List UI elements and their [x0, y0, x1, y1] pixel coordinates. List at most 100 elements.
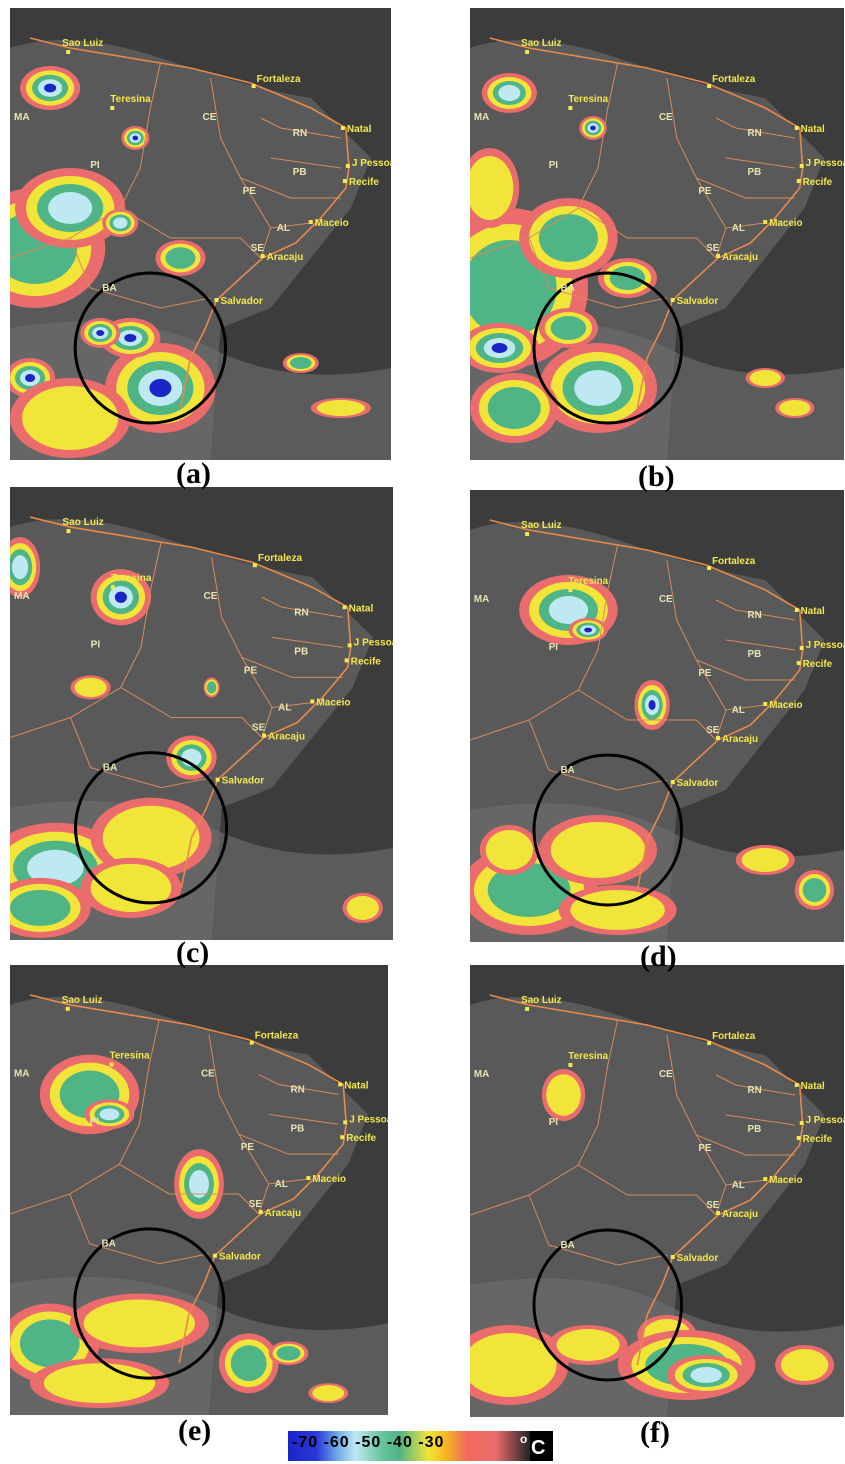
cloud-blob-8-level-1: [312, 1385, 345, 1402]
state-label-pi: PI: [90, 160, 100, 171]
study-area-circle: [532, 753, 684, 907]
cloud-blob-8-level-2: [550, 316, 587, 340]
cloud-blob-1-level-4: [590, 125, 596, 131]
city-marker-maceio: [763, 220, 768, 224]
cloud-blob-5-level-4: [96, 330, 105, 336]
city-label-fortaleza: Fortaleza: [255, 1031, 299, 1042]
state-border-2: [715, 1074, 795, 1096]
cloud-blob-7-level-4: [132, 135, 139, 141]
coastline: [489, 994, 804, 1366]
state-label-rn: RN: [293, 128, 307, 139]
city-marker-recife: [344, 658, 349, 663]
city-label-teresina: Teresina: [568, 94, 608, 105]
state-border-7: [70, 717, 212, 789]
cloud-blob-7-level-1: [74, 677, 107, 698]
city-marker-fortaleza: [251, 84, 256, 88]
cloud-blob-2-level-3: [27, 849, 84, 886]
state-label-ba: BA: [561, 1240, 575, 1251]
state-label-rn: RN: [748, 610, 762, 621]
city-marker-fortaleza: [707, 566, 712, 570]
cloud-blob-5-level-1: [556, 1329, 620, 1361]
state-border-3: [725, 639, 795, 651]
city-label-recife: Recife: [351, 656, 382, 667]
coastline: [489, 519, 804, 891]
city-label-salvador: Salvador: [219, 1252, 261, 1263]
city-marker-teresina: [568, 1063, 573, 1067]
panel-caption-c: (c): [176, 936, 210, 969]
study-area-circle: [532, 1228, 684, 1382]
state-label-pe: PE: [698, 1143, 711, 1154]
cloud-blob-9-level-2: [289, 357, 312, 369]
state-label-pb: PB: [748, 1124, 762, 1135]
state-label-al: AL: [278, 703, 291, 714]
city-label-recife: Recife: [803, 177, 833, 188]
state-label-ba: BA: [561, 283, 575, 294]
city-label-natal: Natal: [344, 1080, 369, 1091]
city-marker-salvador: [214, 298, 219, 302]
cloud-blob-11-level-1: [22, 386, 119, 450]
city-label-natal: Natal: [801, 124, 825, 135]
state-label-ba: BA: [561, 765, 575, 776]
state-border-5: [715, 1184, 727, 1216]
satellite-panel-e: Sao Luiz Fortaleza Teresina Natal J Pessoa Re…: [10, 965, 388, 1415]
state-label-ma: MA: [474, 112, 489, 123]
city-marker-j_pessoa: [799, 164, 804, 168]
cloud-blob-1-level-4: [584, 627, 593, 633]
city-marker-teresina: [110, 106, 115, 110]
city-marker-salvador: [212, 1253, 217, 1258]
coastline: [29, 37, 350, 409]
study-area-circle: [73, 271, 228, 425]
cloud-blob-4-level-4: [124, 334, 137, 342]
state-border-1: [666, 1034, 795, 1156]
state-border-3: [725, 1114, 795, 1126]
city-label-aracaju: Aracaju: [722, 734, 758, 745]
state-label-se: SE: [249, 1199, 263, 1210]
study-area-circle: [74, 751, 229, 905]
city-marker-teresina: [568, 588, 573, 592]
city-label-fortaleza: Fortaleza: [712, 74, 756, 85]
cloud-blob-6-level-2: [206, 681, 217, 694]
city-label-sao_luiz: Sao Luiz: [521, 995, 561, 1006]
cloud-blob-0-level-1: [546, 1074, 581, 1116]
city-marker-sao_luiz: [66, 529, 71, 534]
panel-caption-f: (f): [640, 1416, 670, 1449]
state-label-pb: PB: [748, 649, 762, 660]
city-label-teresina: Teresina: [111, 573, 152, 584]
state-border-5: [715, 709, 727, 741]
city-label-sao_luiz: Sao Luiz: [521, 38, 561, 49]
city-marker-j_pessoa: [345, 164, 350, 168]
city-label-natal: Natal: [801, 1081, 825, 1092]
state-label-al: AL: [732, 223, 745, 234]
cloud-blob-1-level-3: [12, 555, 29, 580]
cloud-blob-8-level-3: [113, 217, 128, 229]
city-label-maceio: Maceio: [315, 218, 349, 229]
state-border-2: [261, 596, 343, 618]
state-label-rn: RN: [748, 1085, 762, 1096]
city-label-recife: Recife: [803, 659, 833, 670]
cloud-blob-3-level-2: [538, 214, 598, 262]
city-label-maceio: Maceio: [769, 218, 802, 229]
cloud-blob-10-level-2: [165, 247, 196, 269]
city-label-natal: Natal: [349, 603, 374, 614]
cloud-blob-5-level-1: [485, 830, 533, 870]
city-label-salvador: Salvador: [677, 296, 719, 307]
cloud-blob-9-level-1: [346, 895, 379, 920]
cloud-blob-4-level-1: [470, 1333, 557, 1397]
city-label-recife: Recife: [349, 177, 379, 188]
state-border-6: [578, 689, 717, 741]
city-marker-fortaleza: [249, 1040, 254, 1045]
cloud-blob-8-level-1: [570, 890, 665, 930]
city-label-fortaleza: Fortaleza: [258, 553, 303, 564]
city-label-aracaju: Aracaju: [722, 252, 758, 263]
cloud-blob-5-level-2: [230, 1345, 267, 1382]
state-label-ce: CE: [203, 112, 217, 123]
city-label-aracaju: Aracaju: [268, 732, 305, 743]
state-border-0: [470, 544, 619, 741]
satellite-panel-b: Sao Luiz Fortaleza Teresina Natal J Pessoa Re…: [470, 8, 844, 460]
cloud-blob-3-level-2: [19, 1319, 80, 1368]
coastline: [29, 994, 348, 1364]
city-marker-natal: [340, 126, 345, 130]
city-label-natal: Natal: [347, 124, 372, 135]
state-label-pi: PI: [549, 642, 559, 653]
city-label-fortaleza: Fortaleza: [712, 1031, 756, 1042]
